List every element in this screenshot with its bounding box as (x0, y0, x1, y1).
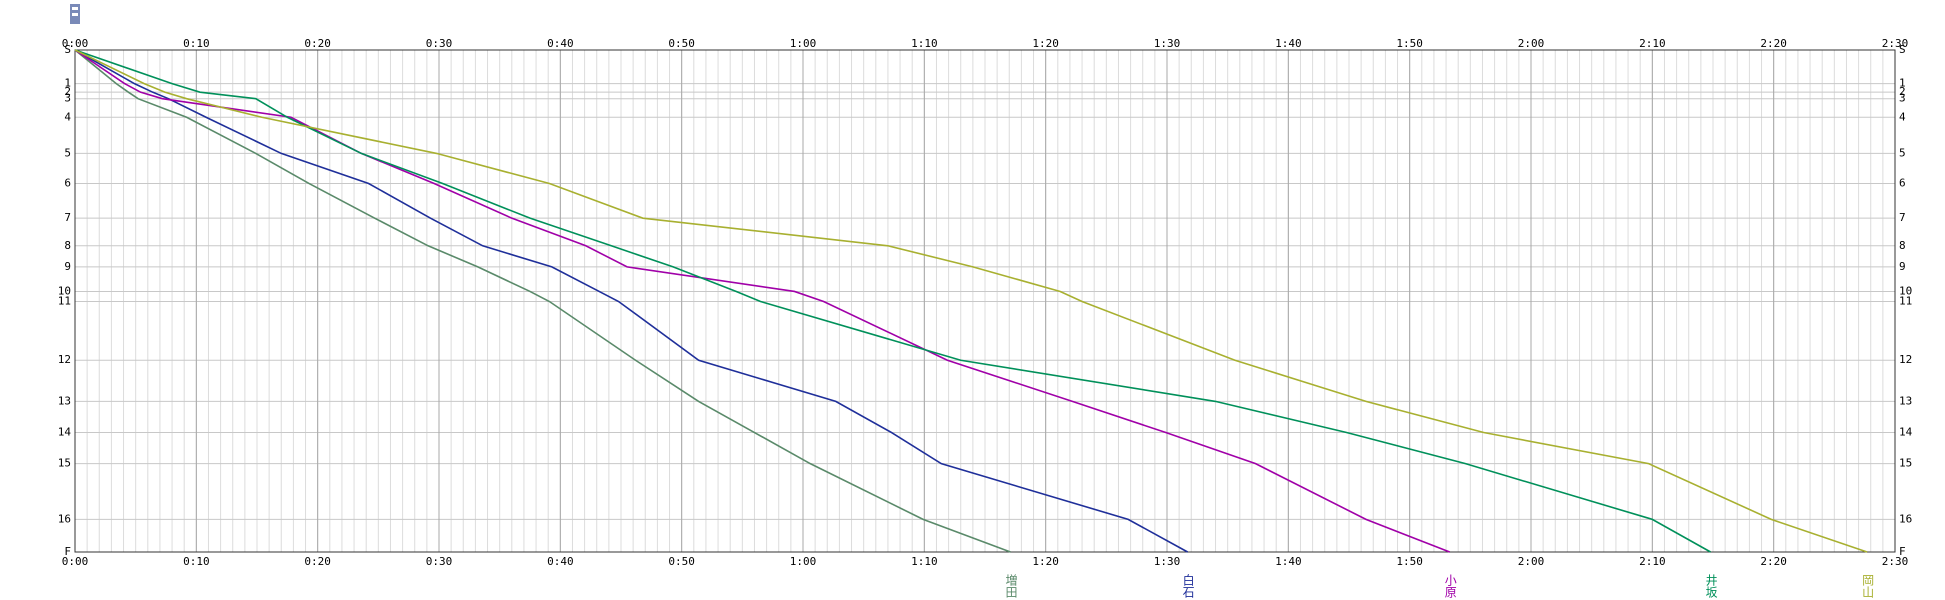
x-tick-label: 2:30 (1882, 555, 1909, 568)
x-tick-label-top: 2:10 (1639, 37, 1666, 50)
x-tick-label-top: 1:00 (790, 37, 817, 50)
runner-line (74, 49, 1011, 553)
y-tick-label-right: S (1899, 43, 1906, 56)
x-tick-label-top: 1:30 (1154, 37, 1181, 50)
x-tick-label-top: 0:20 (304, 37, 331, 50)
runner-line (74, 49, 1189, 553)
runner-line (74, 49, 1868, 553)
y-tick-label: 7 (64, 211, 71, 224)
x-tick-label-top: 1:10 (911, 37, 938, 50)
app-icon (70, 4, 80, 24)
x-tick-label-top: 0:10 (183, 37, 210, 50)
y-tick-label-right: 10 (1899, 284, 1912, 297)
runner-name: 増田 (1004, 574, 1018, 598)
y-tick-label-right: 14 (1899, 426, 1913, 439)
x-tick-label-top: 1:50 (1396, 37, 1423, 50)
y-tick-label-right: 3 (1899, 92, 1906, 105)
x-tick-label: 0:20 (304, 555, 331, 568)
y-tick-label-right: 15 (1899, 457, 1912, 470)
x-tick-label: 1:10 (911, 555, 938, 568)
y-tick-label: 1 (64, 77, 71, 90)
y-tick-label: 6 (64, 177, 71, 190)
x-tick-label-top: 0:30 (426, 37, 453, 50)
y-tick-label-right: 9 (1899, 260, 1906, 273)
x-tick-label-top: 2:30 (1882, 37, 1909, 50)
y-tick-label-right: 8 (1899, 239, 1906, 252)
runner-name: 白石 (1181, 573, 1195, 598)
x-tick-label-top: 0:50 (668, 37, 695, 50)
icon-part (72, 13, 78, 16)
x-tick-label: 1:20 (1032, 555, 1059, 568)
y-tick-label: 13 (58, 394, 71, 407)
x-tick-label-top: 1:20 (1032, 37, 1059, 50)
x-tick-label: 0:00 (62, 555, 89, 568)
runner-name: 小原 (1443, 574, 1457, 598)
x-tick-label-top: 2:20 (1760, 37, 1787, 50)
y-tick-label: 9 (64, 260, 71, 273)
y-tick-label-right: 7 (1899, 211, 1906, 224)
y-tick-label-right: 4 (1899, 110, 1906, 123)
x-tick-label: 2:00 (1518, 555, 1545, 568)
y-tick-label: 15 (58, 457, 71, 470)
x-tick-label-top: 2:00 (1518, 37, 1545, 50)
y-tick-label-right: 11 (1899, 295, 1912, 308)
plot-frame (74, 49, 1896, 553)
y-tick-label-right: 16 (1899, 512, 1912, 525)
x-tick-label: 0:10 (183, 555, 210, 568)
icon-part (72, 7, 78, 10)
x-tick-label: 1:30 (1154, 555, 1181, 568)
y-tick-label-right: 1 (1899, 77, 1906, 90)
y-tick-label-right: 2 (1899, 85, 1906, 98)
y-tick-label: 14 (58, 426, 72, 439)
y-tick-label-right: 12 (1899, 353, 1912, 366)
y-tick-label: S (64, 43, 71, 56)
y-tick-label: 2 (64, 85, 71, 98)
y-tick-label: 5 (64, 146, 71, 159)
x-tick-label: 2:10 (1639, 555, 1666, 568)
y-tick-label: 16 (58, 512, 71, 525)
runner-name: 井坂 (1704, 574, 1718, 599)
y-tick-label-right: F (1899, 545, 1906, 558)
x-tick-label-top: 0:00 (62, 37, 89, 50)
runner-line (74, 49, 1711, 553)
y-tick-label: 3 (64, 92, 71, 105)
x-tick-label: 0:40 (547, 555, 574, 568)
y-tick-label: 8 (64, 239, 71, 252)
y-tick-label: 12 (58, 353, 71, 366)
y-tick-label-right: 5 (1899, 146, 1906, 159)
x-tick-label-top: 0:40 (547, 37, 574, 50)
y-tick-label: 10 (58, 284, 71, 297)
x-tick-label-top: 1:40 (1275, 37, 1302, 50)
x-tick-label: 0:30 (426, 555, 453, 568)
x-tick-label: 2:20 (1760, 555, 1787, 568)
y-tick-label: F (64, 545, 71, 558)
runner-line (74, 49, 1451, 553)
x-tick-label: 1:50 (1396, 555, 1423, 568)
x-tick-label: 1:00 (790, 555, 817, 568)
y-tick-label: 4 (64, 110, 71, 123)
y-tick-label-right: 6 (1899, 177, 1906, 190)
x-tick-label: 1:40 (1275, 555, 1302, 568)
runner-name: 岡山 (1861, 574, 1875, 598)
y-tick-label: 11 (58, 295, 71, 308)
y-tick-label-right: 13 (1899, 394, 1912, 407)
x-tick-label: 0:50 (668, 555, 695, 568)
